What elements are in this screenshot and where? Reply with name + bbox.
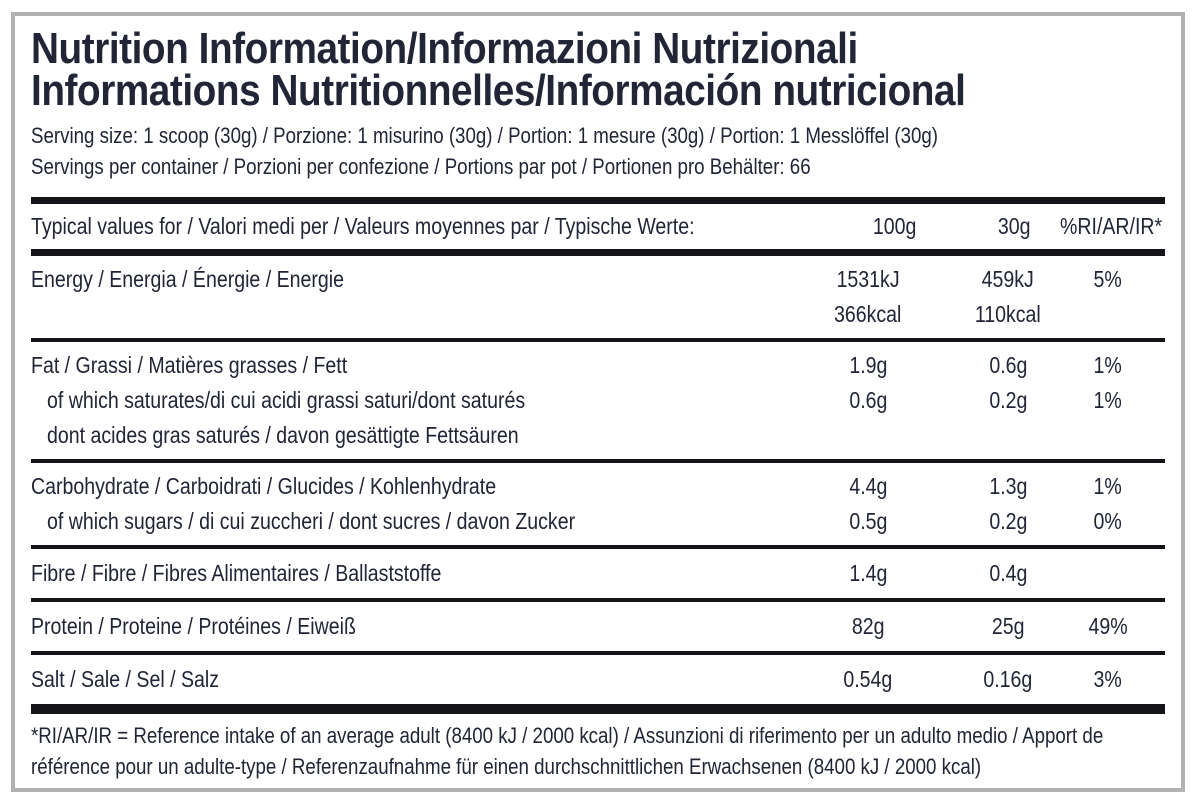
value-ri: 0%: [1093, 508, 1123, 534]
nutrient-label: Protein / Proteine / Protéines / Eiweiß: [31, 613, 356, 639]
value-30g: 1.3g: [988, 473, 1028, 499]
value-100g: 82g: [851, 613, 885, 639]
value-100g: 1.9g: [848, 352, 888, 378]
table-row-carbohydrate: Carbohydrate / Carboidrati / Glucides / …: [31, 463, 1165, 545]
value-30g: 0.6g: [988, 352, 1028, 378]
header-col-ri: %RI/AR/IR*: [1060, 213, 1163, 239]
value-30g: 0.16g: [983, 666, 1033, 692]
nutrient-sublabel: of which saturates/di cui acidi grassi s…: [47, 387, 526, 413]
table-row-salt: Salt / Sale / Sel / Salz 0.54g 0.16g 3%: [31, 655, 1165, 704]
value-ri: 1%: [1093, 387, 1123, 413]
value-100g: 0.54g: [843, 666, 893, 692]
nutrient-label: Fibre / Fibre / Fibres Alimentaires / Ba…: [31, 560, 442, 586]
table-row-protein: Protein / Proteine / Protéines / Eiweiß …: [31, 602, 1165, 651]
value-30g: [965, 418, 1051, 453]
value-30g: 0.4g: [988, 560, 1028, 586]
divider-thick-header: [31, 249, 1165, 256]
divider: [31, 545, 1165, 549]
divider-thick-top: [31, 197, 1165, 204]
title-line-1: Nutrition Information/Informazioni Nutri…: [31, 24, 858, 73]
header-col-30g: 30g: [997, 213, 1031, 239]
value-100g: [771, 418, 965, 453]
reference-intake-footnote: *RI/AR/IR = Reference intake of an avera…: [31, 723, 1104, 779]
label-title: Nutrition Information/Informazioni Nutri…: [31, 24, 1165, 115]
value-30g: 0.2g: [988, 387, 1028, 413]
nutrient-label: Carbohydrate / Carboidrati / Glucides / …: [31, 473, 497, 499]
nutrient-sublabel: of which sugars / di cui zuccheri / dont…: [47, 508, 576, 534]
value-30g: 0.2g: [988, 508, 1028, 534]
value-ri: [1051, 556, 1165, 591]
value-100g: 366kcal: [834, 301, 902, 327]
divider: [31, 459, 1165, 463]
header-col-100g: 100g: [872, 213, 917, 239]
value-100g: 0.5g: [848, 508, 888, 534]
value-ri: 5%: [1093, 266, 1123, 292]
value-30g: 25g: [991, 613, 1025, 639]
nutrient-label: Fat / Grassi / Matières grasses / Fett: [31, 352, 348, 378]
servings-per-container-line: Servings per container / Porzioni per co…: [31, 154, 811, 179]
table-row-line: Carbohydrate / Carboidrati / Glucides / …: [31, 469, 1165, 504]
value-ri: [1051, 297, 1165, 332]
value-100g: 1.4g: [848, 560, 888, 586]
table-row-line: 366kcal 110kcal: [31, 297, 1165, 332]
divider: [31, 651, 1165, 655]
title-line-2: Informations Nutritionnelles/Información…: [31, 66, 966, 115]
table-row-line: Protein / Proteine / Protéines / Eiweiß …: [31, 609, 1165, 644]
header-label: Typical values for / Valori medi per / V…: [31, 213, 695, 239]
table-row-fibre: Fibre / Fibre / Fibres Alimentaires / Ba…: [31, 549, 1165, 598]
value-30g: 459kJ: [981, 266, 1035, 292]
divider: [31, 598, 1165, 602]
table-row-line: of which saturates/di cui acidi grassi s…: [31, 383, 1165, 418]
table-row-line: Energy / Energia / Énergie / Energie 153…: [31, 262, 1165, 297]
table-row-energy: Energy / Energia / Énergie / Energie 153…: [31, 256, 1165, 338]
value-ri: 1%: [1093, 473, 1123, 499]
value-100g: 0.6g: [848, 387, 888, 413]
value-100g: 1531kJ: [836, 266, 900, 292]
table-header-row: Typical values for / Valori medi per / V…: [31, 204, 1165, 249]
serving-size-line: Serving size: 1 scoop (30g) / Porzione: …: [31, 123, 939, 148]
table-row-line: Fibre / Fibre / Fibres Alimentaires / Ba…: [31, 556, 1165, 591]
table-row-line: dont acides gras saturés / davon gesätti…: [31, 418, 1165, 453]
nutrient-sublabel: dont acides gras saturés / davon gesätti…: [47, 422, 519, 448]
value-ri: [1051, 418, 1165, 453]
table-row-fat: Fat / Grassi / Matières grasses / Fett 1…: [31, 342, 1165, 459]
value-ri: 1%: [1093, 352, 1123, 378]
value-100g: 4.4g: [848, 473, 888, 499]
table-row-line: of which sugars / di cui zuccheri / dont…: [31, 504, 1165, 539]
value-ri: 49%: [1088, 613, 1128, 639]
table-row-line: Salt / Sale / Sel / Salz 0.54g 0.16g 3%: [31, 662, 1165, 697]
divider: [31, 338, 1165, 342]
value-ri: 3%: [1093, 666, 1123, 692]
table-row-line: Fat / Grassi / Matières grasses / Fett 1…: [31, 348, 1165, 383]
value-30g: 110kcal: [975, 301, 1041, 327]
nutrient-label: Energy / Energia / Énergie / Energie: [31, 266, 344, 292]
divider-thick-bottom: [31, 704, 1165, 714]
nutrient-label: Salt / Sale / Sel / Salz: [31, 666, 219, 692]
nutrient-label: [31, 297, 771, 332]
nutrition-label: Nutrition Information/Informazioni Nutri…: [11, 12, 1185, 792]
